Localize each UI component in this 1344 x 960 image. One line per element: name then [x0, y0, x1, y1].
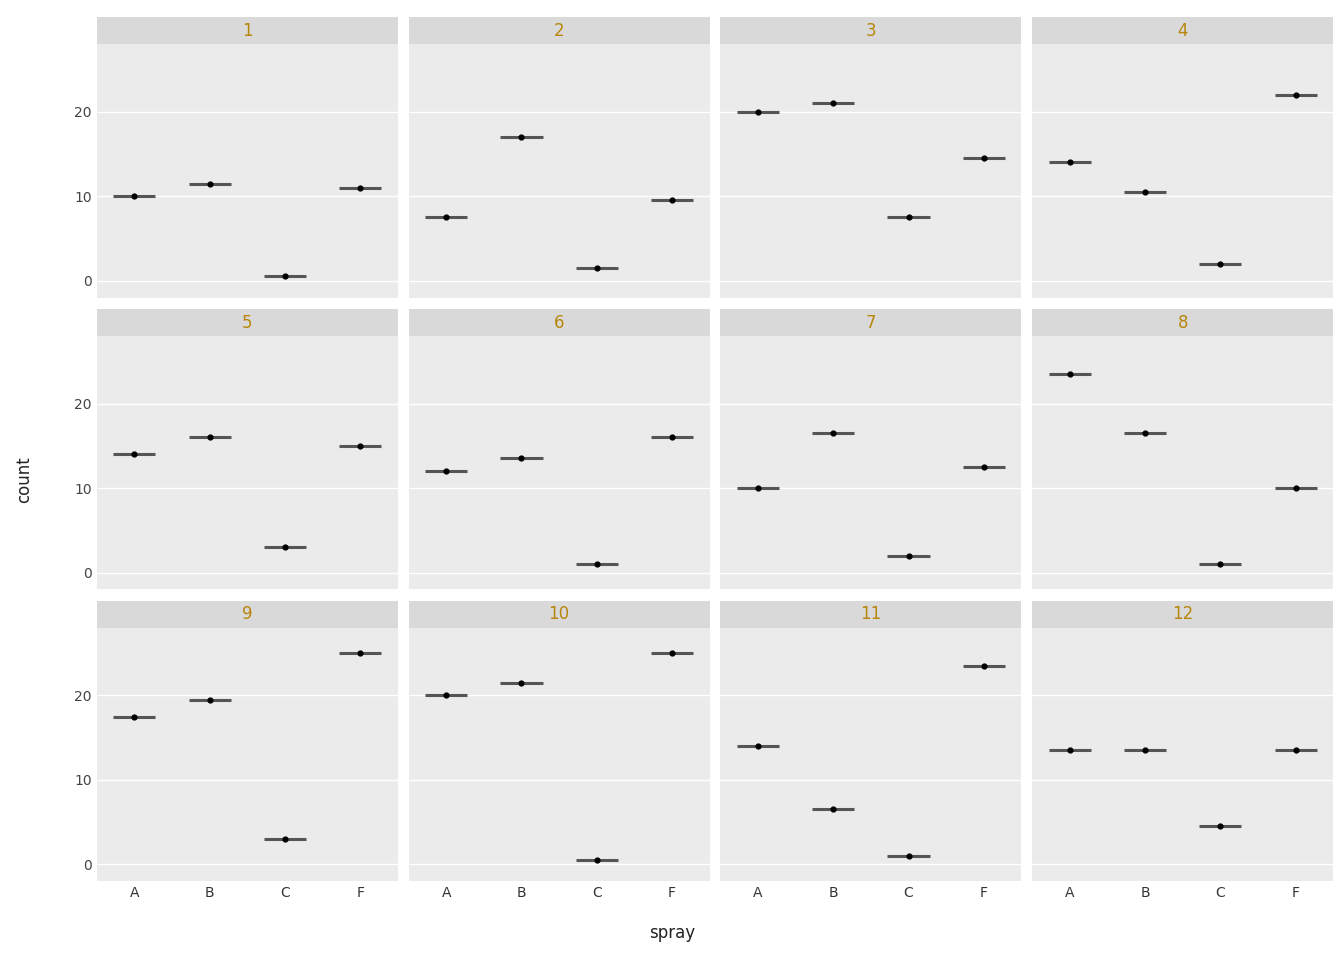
Text: 10: 10	[548, 606, 570, 623]
Text: 11: 11	[860, 606, 882, 623]
Text: 8: 8	[1177, 314, 1188, 331]
Text: spray: spray	[649, 924, 695, 942]
Text: 2: 2	[554, 22, 564, 39]
Text: count: count	[15, 457, 34, 503]
Text: 6: 6	[554, 314, 564, 331]
Text: 4: 4	[1177, 22, 1188, 39]
Text: 1: 1	[242, 22, 253, 39]
Text: 5: 5	[242, 314, 253, 331]
Text: 7: 7	[866, 314, 876, 331]
Text: 3: 3	[866, 22, 876, 39]
Text: 9: 9	[242, 606, 253, 623]
Text: 12: 12	[1172, 606, 1193, 623]
